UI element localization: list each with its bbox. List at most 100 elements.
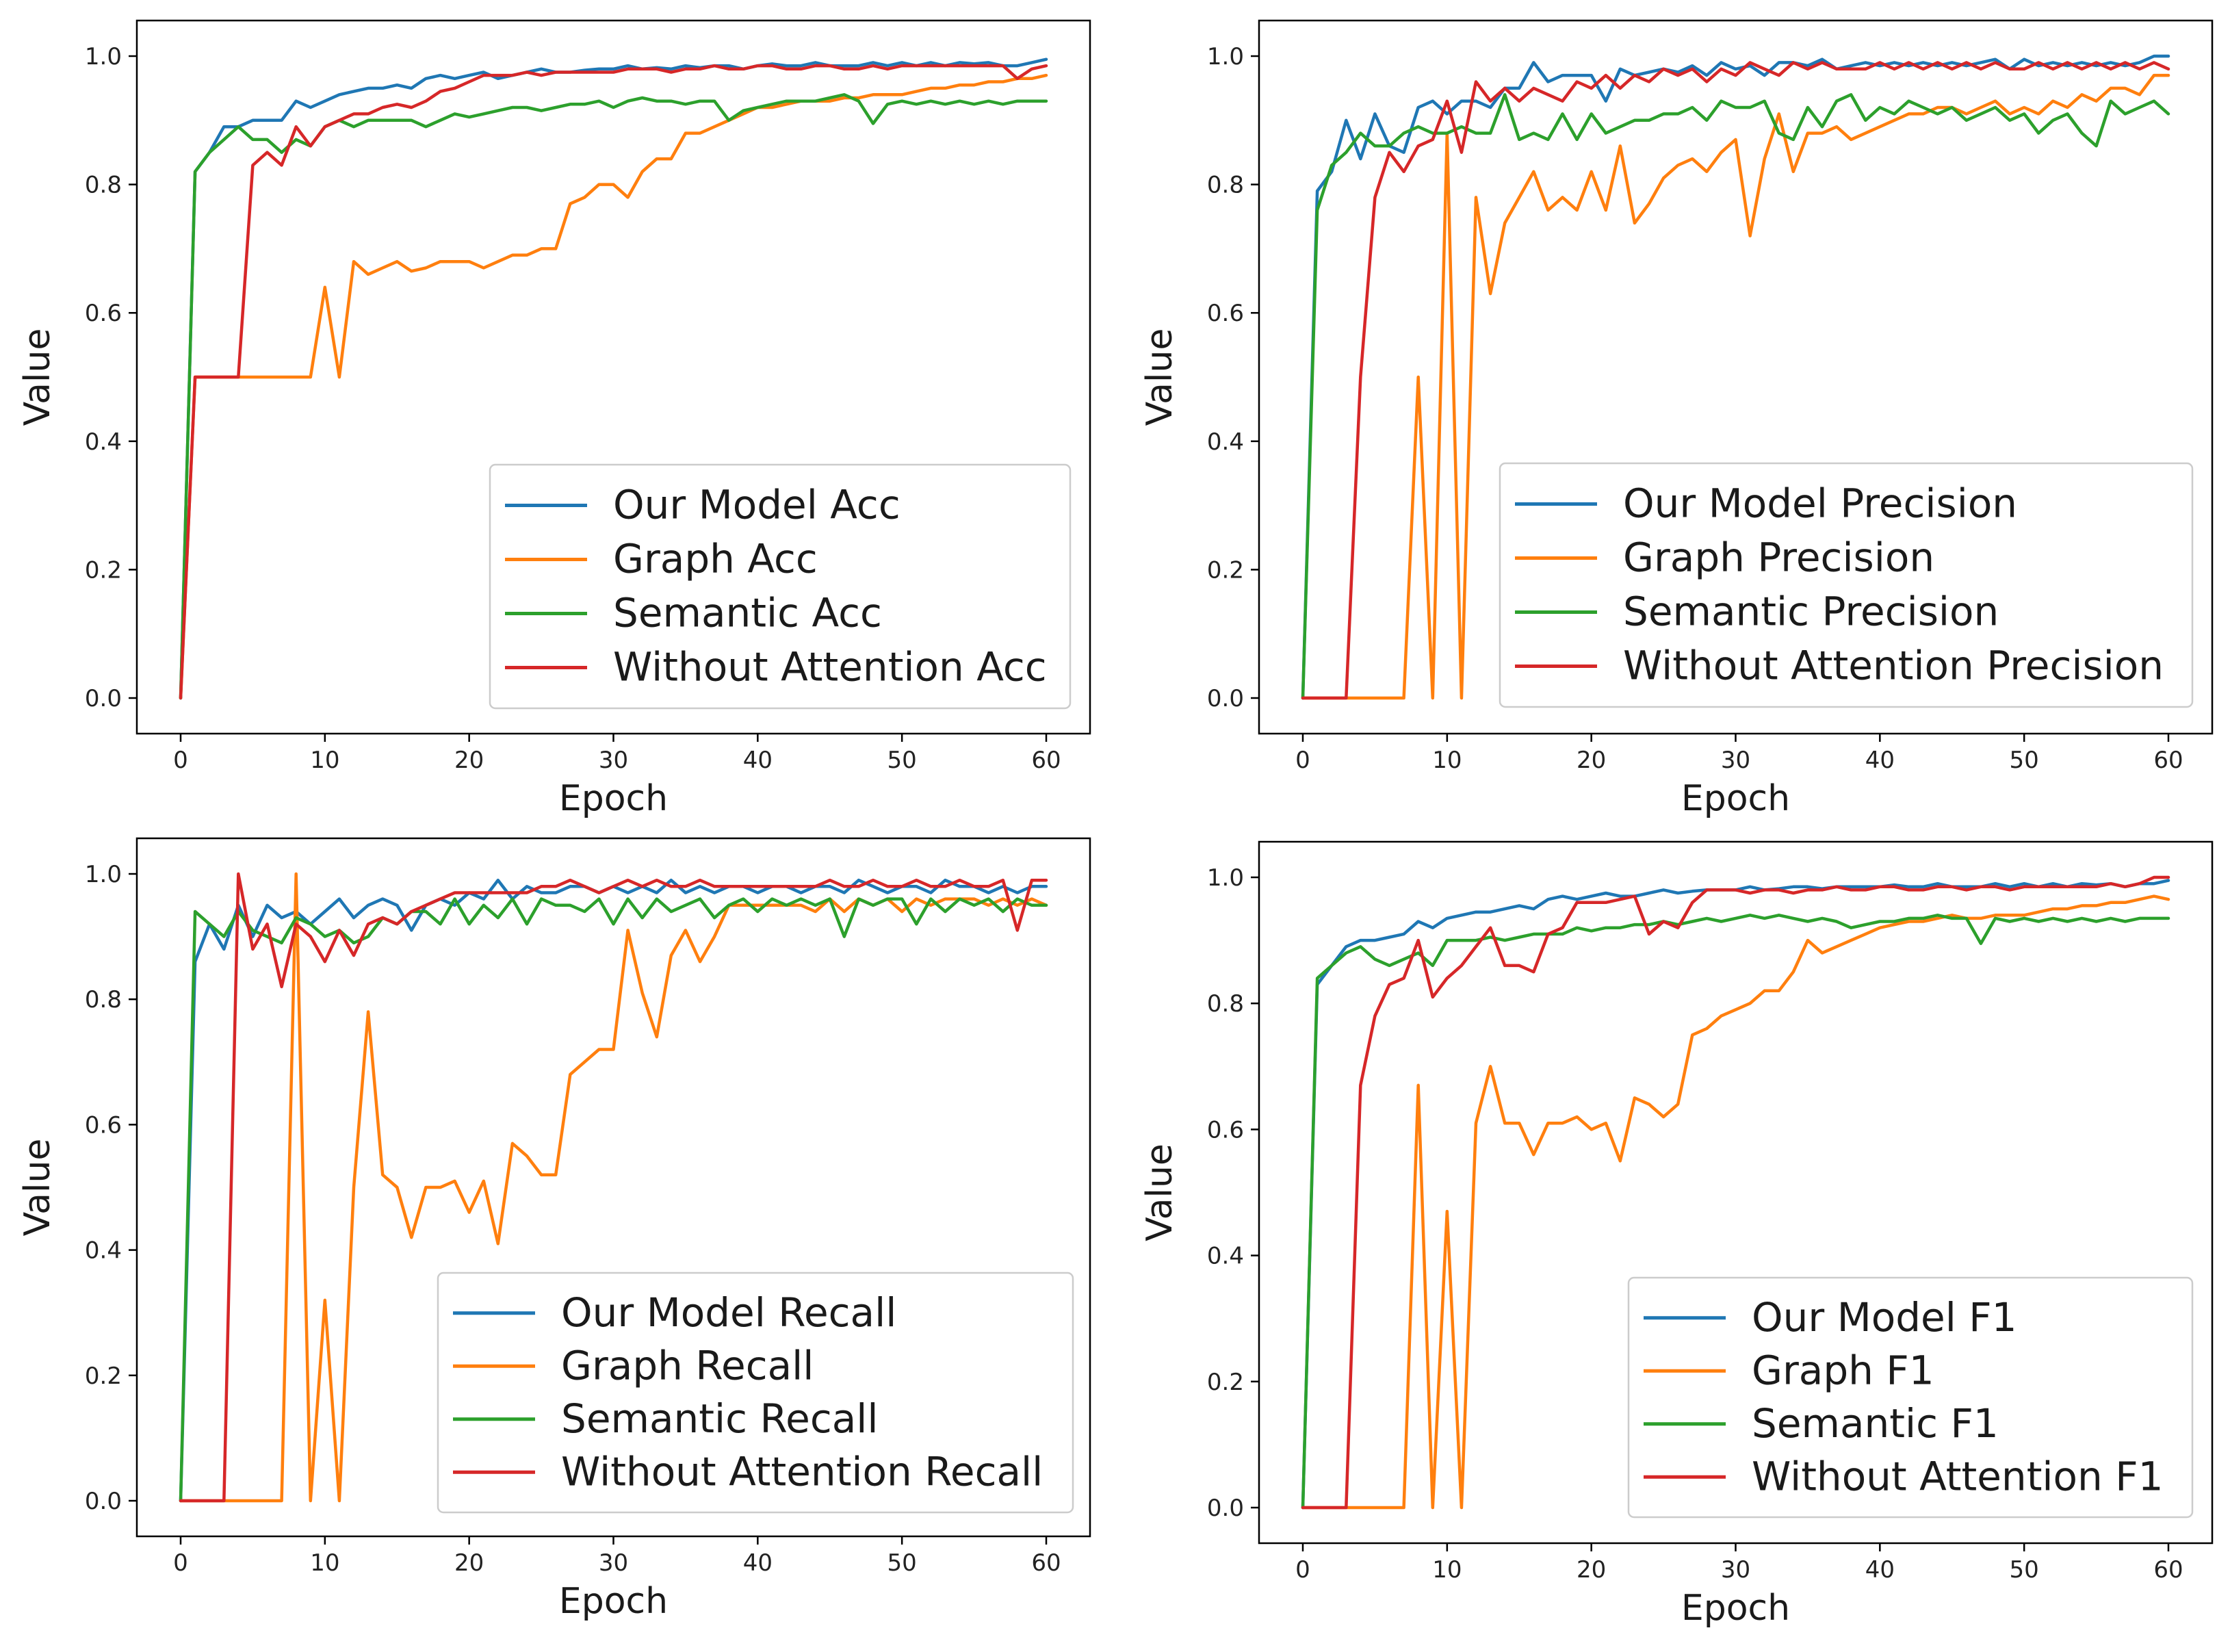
y-tick-label: 0.8: [85, 172, 122, 199]
y-tick-label: 1.0: [1207, 864, 1244, 892]
x-tick-label: 30: [1721, 1556, 1750, 1584]
y-tick-label: 0.4: [1207, 1243, 1244, 1270]
y-tick-label: 1.0: [85, 43, 122, 70]
series-line-without-attention-recall: [179, 872, 1048, 1503]
x-tick-label: 30: [599, 747, 628, 774]
legend-label: Our Model Acc: [613, 482, 900, 528]
y-axis-label: Value: [1139, 328, 1180, 426]
legend-label: Semantic F1: [1752, 1400, 1999, 1447]
y-tick-label: 0.2: [1207, 1369, 1244, 1396]
y-tick-label: 1.0: [1207, 43, 1244, 70]
series-line-our-model-precision: [1301, 54, 2170, 700]
x-tick-label: 30: [599, 1549, 628, 1577]
y-tick-label: 0.2: [85, 1363, 122, 1390]
series-line-without-attention-acc: [179, 64, 1048, 700]
legend: Our Model Acc Graph Acc Semantic Acc Withou…: [489, 463, 1072, 710]
legend-label: Our Model Precision: [1623, 480, 2017, 527]
y-tick-label: 0.4: [1207, 428, 1244, 456]
y-tick-label: 0.0: [1207, 1495, 1244, 1522]
y-tick-label: 0.8: [85, 986, 122, 1014]
x-tick-label: 50: [887, 747, 917, 774]
x-tick-label: 40: [743, 747, 773, 774]
legend-label: Graph Recall: [561, 1342, 814, 1389]
legend-box: [1627, 1276, 2194, 1519]
x-tick-label: 30: [1721, 747, 1750, 774]
chart-panel-2: 0 10 20 30 40 50 60 0.0 0.2 0.4 0.6 0.8 1.0 Epoch Valu…: [1139, 19, 2214, 819]
y-tick-label: 0.6: [85, 300, 122, 327]
x-tick-label: 60: [1031, 1549, 1061, 1577]
y-axis-label: Value: [17, 1139, 58, 1237]
legend-box: [489, 463, 1072, 710]
y-tick-label: 0.6: [85, 1111, 122, 1139]
series-line-graph-acc: [179, 73, 1048, 700]
y-tick-label: 0.0: [85, 1488, 122, 1515]
x-tick-label: 10: [1432, 747, 1462, 774]
series-line-graph-f1: [1301, 894, 2170, 1510]
y-tick-label: 0.8: [1207, 990, 1244, 1018]
x-tick-label: 20: [1577, 747, 1606, 774]
x-tick-label: 10: [310, 747, 339, 774]
x-tick-label: 0: [1295, 747, 1310, 774]
legend: Our Model F1 Graph F1 Semantic F1 Without A…: [1627, 1276, 2194, 1519]
legend-box: [437, 1272, 1074, 1514]
legend-label: Graph Acc: [613, 536, 818, 582]
legend-label: Graph F1: [1752, 1347, 1934, 1393]
legend-label: Without Attention Recall: [561, 1448, 1043, 1495]
x-tick-label: 10: [310, 1549, 339, 1577]
y-tick-label: 0.8: [1207, 172, 1244, 199]
legend-label: Our Model Recall: [561, 1289, 896, 1336]
x-tick-label: 0: [173, 747, 188, 774]
series-line-semantic-f1: [1301, 914, 2170, 1510]
y-tick-label: 0.2: [1207, 556, 1244, 584]
y-tick-label: 0.6: [1207, 300, 1244, 327]
chart-panel-4: 0 10 20 30 40 50 60 0.0 0.2 0.4 0.6 0.8 1.0 Epoch Valu…: [1139, 840, 2214, 1629]
y-tick-label: 0.4: [85, 1237, 122, 1265]
x-axis-label: Epoch: [1681, 778, 1790, 819]
x-axis-label: Epoch: [1681, 1588, 1790, 1629]
x-tick-label: 20: [1577, 1556, 1606, 1584]
y-axis-label: Value: [17, 328, 58, 426]
series-line-without-attention-f1: [1301, 875, 2170, 1510]
series-line-semantic-recall: [179, 897, 1048, 1503]
legend: Our Model Recall Graph Recall Semantic Rec…: [437, 1272, 1074, 1514]
x-tick-label: 20: [454, 747, 484, 774]
y-tick-label: 1.0: [85, 861, 122, 888]
x-tick-label: 40: [1865, 1556, 1895, 1584]
x-tick-label: 60: [1031, 747, 1061, 774]
x-tick-label: 20: [454, 1549, 484, 1577]
legend-label: Our Model F1: [1752, 1294, 2017, 1341]
x-tick-label: 10: [1432, 1556, 1462, 1584]
series-line-semantic-precision: [1301, 93, 2170, 700]
legend-label: Semantic Precision: [1623, 589, 1999, 635]
legend-label: Without Attention Precision: [1623, 643, 2164, 689]
x-axis-label: Epoch: [559, 778, 668, 819]
x-tick-label: 40: [1865, 747, 1895, 774]
legend-label: Semantic Acc: [613, 590, 882, 636]
y-tick-label: 0.2: [85, 556, 122, 584]
y-tick-label: 0.0: [1207, 685, 1244, 712]
legend-box: [1499, 462, 2194, 708]
legend-label: Graph Precision: [1623, 534, 1934, 581]
series-line-our-model-acc: [179, 57, 1048, 700]
legend: Our Model Precision Graph Precision Semant…: [1499, 462, 2194, 708]
x-tick-label: 60: [2153, 747, 2183, 774]
x-axis-label: Epoch: [559, 1581, 668, 1622]
x-tick-label: 0: [173, 1549, 188, 1577]
x-tick-label: 40: [743, 1549, 773, 1577]
y-tick-label: 0.6: [1207, 1116, 1244, 1144]
x-tick-label: 0: [1295, 1556, 1310, 1584]
legend-label: Semantic Recall: [561, 1395, 879, 1442]
y-tick-label: 0.0: [85, 685, 122, 712]
y-tick-label: 0.4: [85, 428, 122, 456]
legend-label: Without Attention Acc: [613, 644, 1047, 691]
series-line-without-attention-precision: [1301, 61, 2170, 700]
x-tick-label: 60: [2153, 1556, 2183, 1584]
x-tick-label: 50: [2010, 1556, 2039, 1584]
chart-panel-1: 0 10 20 30 40 50 60 0.0 0.2 0.4 0.6 0.8 1.0 Epoch Valu…: [17, 19, 1091, 819]
x-tick-label: 50: [887, 1549, 917, 1577]
chart-panel-3: 0 10 20 30 40 50 60 0.0 0.2 0.4 0.6 0.8 1.0 Epoch Valu…: [17, 837, 1091, 1622]
y-axis-label: Value: [1139, 1144, 1180, 1241]
x-tick-label: 50: [2010, 747, 2039, 774]
series-line-graph-recall: [179, 872, 1048, 1503]
